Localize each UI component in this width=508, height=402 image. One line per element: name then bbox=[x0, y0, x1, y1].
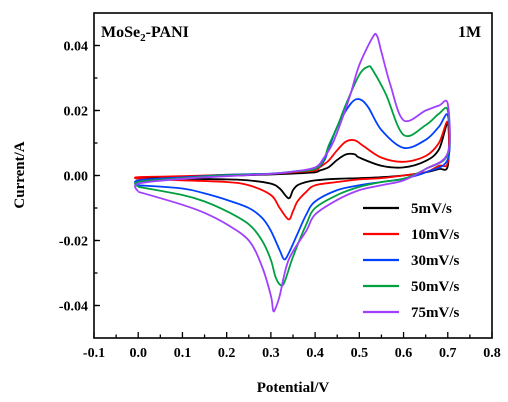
series-line-5mv-s bbox=[134, 122, 450, 200]
x-tick-label: 0.1 bbox=[174, 346, 192, 361]
legend-label: 75mV/s bbox=[411, 305, 459, 321]
y-tick-label: 0.00 bbox=[64, 170, 89, 185]
y-tick-label: 0.04 bbox=[64, 40, 89, 55]
x-tick-label: 0.8 bbox=[483, 346, 501, 361]
material-subscript: 2 bbox=[140, 32, 146, 44]
x-tick-label: 0.4 bbox=[306, 346, 324, 361]
x-tick-label: 0.6 bbox=[395, 346, 413, 361]
x-tick-label: -0.1 bbox=[83, 346, 105, 361]
legend-label: 30mV/s bbox=[411, 253, 459, 269]
concentration-annotation: 1M bbox=[458, 24, 481, 41]
x-tick-label: 0.7 bbox=[439, 346, 457, 361]
legend: 5mV/s 10mV/s 30mV/s 50mV/s 75mV/s bbox=[363, 201, 459, 321]
x-tick-label: 0.3 bbox=[262, 346, 280, 361]
x-axis-label: Potential/V bbox=[257, 380, 330, 396]
material-suffix: -PANI bbox=[146, 24, 189, 41]
x-tick-label: 0.2 bbox=[218, 346, 236, 361]
y-tick-label: -0.04 bbox=[59, 300, 88, 315]
legend-label: 5mV/s bbox=[411, 201, 452, 217]
x-tick-label: 0.5 bbox=[351, 346, 369, 361]
y-axis-label: Current/A bbox=[12, 141, 28, 208]
series-curves bbox=[134, 32, 451, 313]
tick-marks bbox=[93, 44, 493, 338]
legend-label: 50mV/s bbox=[411, 279, 459, 295]
y-tick-label: -0.02 bbox=[59, 235, 88, 250]
series-line-75mv-s bbox=[134, 32, 451, 313]
x-tick-label: 0.0 bbox=[129, 346, 147, 361]
legend-label: 10mV/s bbox=[411, 227, 459, 243]
tick-labels: -0.1 0.0 0.1 0.2 0.3 0.4 0.5 0.6 0.7 0.8 -0.04 -0.0… bbox=[59, 40, 501, 362]
y-tick-label: 0.02 bbox=[64, 105, 89, 120]
material-annotation: MoSe2-PANI bbox=[101, 24, 189, 44]
